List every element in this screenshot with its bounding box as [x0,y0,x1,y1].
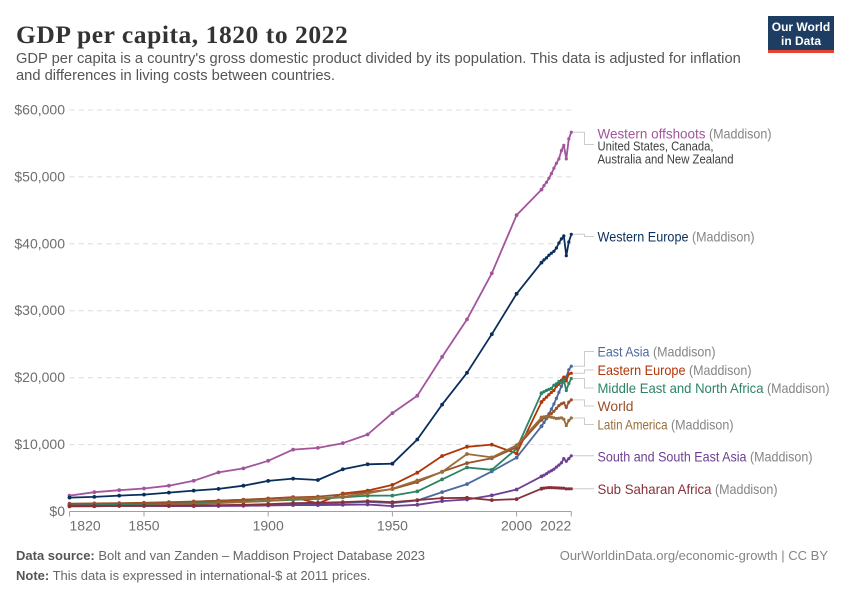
svg-text:Latin America (Maddison): Latin America (Maddison) [598,417,734,433]
svg-text:$30,000: $30,000 [14,302,65,318]
svg-text:1950: 1950 [377,518,408,534]
svg-text:World: World [598,398,634,414]
svg-text:$0: $0 [49,503,65,519]
svg-text:2022: 2022 [540,518,571,534]
svg-text:1820: 1820 [70,518,101,534]
svg-text:Australia and New Zealand: Australia and New Zealand [598,152,734,166]
svg-text:$40,000: $40,000 [14,235,65,251]
svg-text:$20,000: $20,000 [14,369,65,385]
svg-text:United States, Canada,: United States, Canada, [598,140,714,154]
svg-text:Sub Saharan Africa (Maddison): Sub Saharan Africa (Maddison) [598,481,778,497]
svg-text:Middle East and North Africa (: Middle East and North Africa (Maddison) [598,380,830,396]
svg-text:Western offshoots (Maddison): Western offshoots (Maddison) [598,126,772,142]
svg-text:Western Europe (Maddison): Western Europe (Maddison) [598,229,755,245]
svg-text:1900: 1900 [253,518,284,534]
svg-text:1850: 1850 [128,518,159,534]
svg-text:$10,000: $10,000 [14,436,65,452]
svg-text:Eastern Europe (Maddison): Eastern Europe (Maddison) [598,362,752,378]
svg-text:East Asia (Maddison): East Asia (Maddison) [598,344,716,360]
svg-text:$50,000: $50,000 [14,168,65,184]
svg-text:2000: 2000 [501,518,532,534]
svg-text:$60,000: $60,000 [14,102,65,118]
svg-text:South and South East Asia (Mad: South and South East Asia (Maddison) [598,449,813,465]
